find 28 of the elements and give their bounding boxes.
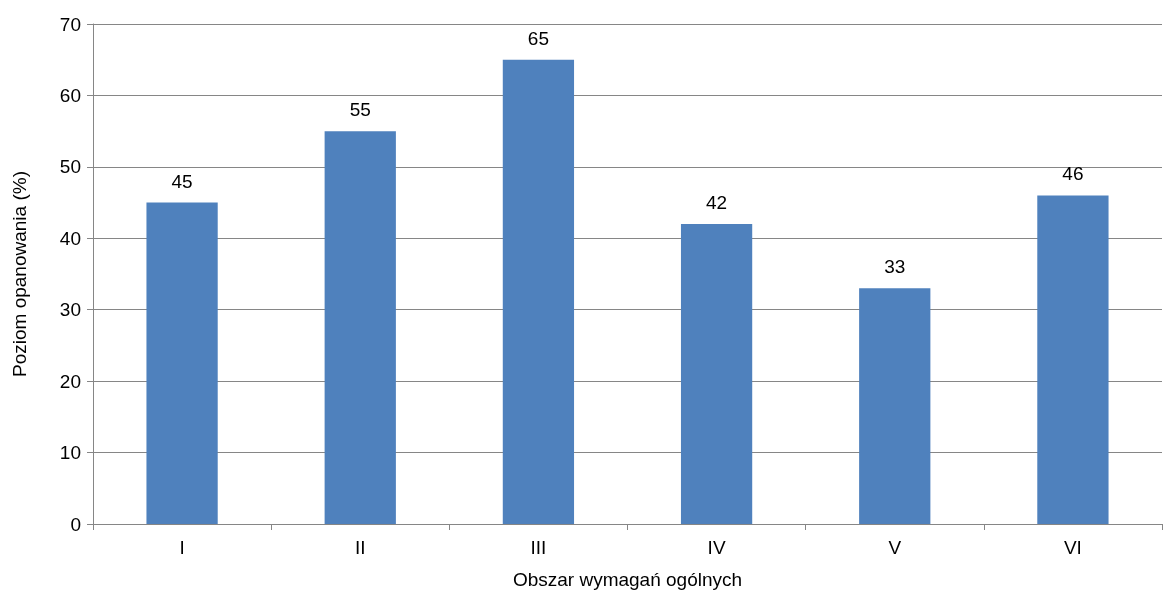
y-tick-label: 40 xyxy=(59,227,81,249)
x-tick-label: I xyxy=(179,537,185,558)
data-label: 33 xyxy=(884,256,906,278)
y-tick-label: 70 xyxy=(59,13,81,35)
x-tick-label: II xyxy=(354,537,366,558)
x-tick-label: VI xyxy=(1063,537,1082,558)
data-label: 45 xyxy=(171,170,193,192)
bar xyxy=(324,131,396,524)
y-tick-label: 30 xyxy=(59,299,81,321)
bar xyxy=(502,59,575,524)
y-tick-label: 10 xyxy=(59,442,81,464)
bar xyxy=(680,224,753,524)
x-tick-label: III xyxy=(530,537,547,558)
y-tick-label: 60 xyxy=(59,84,81,106)
bar xyxy=(859,288,931,524)
data-label: 46 xyxy=(1062,163,1084,185)
x-axis-title: Obszar wymagań ogólnych xyxy=(512,569,743,590)
x-tick-label: IV xyxy=(707,537,726,558)
bar xyxy=(146,202,218,524)
y-tick-label: 20 xyxy=(59,370,81,392)
data-label: 42 xyxy=(706,192,728,213)
x-tick-label: V xyxy=(888,537,902,558)
data-label: 55 xyxy=(349,99,371,121)
y-tick-label: 50 xyxy=(59,156,81,178)
y-tick-label: 0 xyxy=(70,513,81,535)
data-label: 65 xyxy=(527,27,549,49)
bar xyxy=(1037,195,1109,524)
y-axis-title: Poziom opanowania (%) xyxy=(9,171,30,377)
